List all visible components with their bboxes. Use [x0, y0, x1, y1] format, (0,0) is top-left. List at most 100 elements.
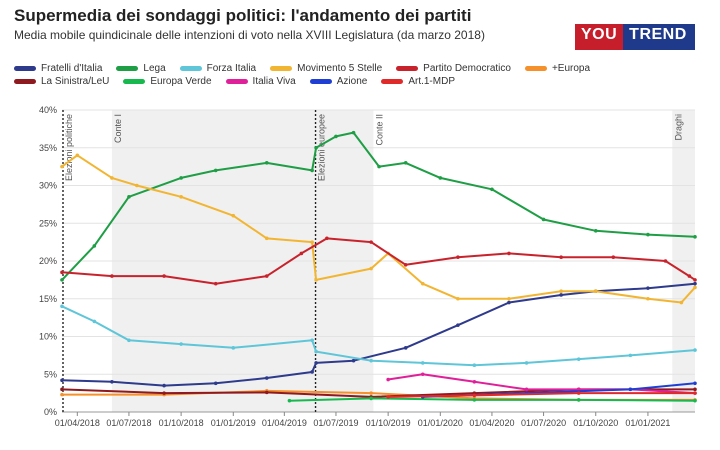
data-point-movimento-5-stelle: [231, 213, 236, 218]
legend-swatch: [14, 66, 36, 71]
x-tick-label: 01/01/2021: [625, 418, 670, 428]
data-point-movimento-5-stelle: [507, 296, 511, 301]
data-point-partito-democratico: [60, 270, 64, 275]
x-tick-label: 01/01/2020: [418, 418, 463, 428]
legend-label: Partito Democratico: [423, 63, 511, 74]
data-point-movimento-5-stelle: [60, 164, 64, 169]
legend-item-fratelli-d-italia: Fratelli d'Italia: [14, 63, 102, 74]
data-point-movimento-5-stelle: [314, 278, 318, 282]
data-point-la-sinistra-leu: [162, 391, 166, 395]
data-point-forza-italia: [693, 348, 697, 352]
data-point-forza-italia: [310, 338, 314, 343]
series-line-partito-democratico: [61, 237, 696, 285]
legend-label: Italia Viva: [252, 76, 296, 87]
data-point-azione: [628, 387, 633, 392]
data-point-fratelli-d-italia: [264, 376, 269, 380]
data-point-partito-democratico: [264, 274, 269, 278]
data-point-forza-italia: [179, 342, 183, 346]
legend-item-europa: +Europa: [524, 63, 591, 74]
data-point-partito-democratico: [369, 240, 373, 244]
data-point-lega: [351, 130, 356, 135]
data-point-italia-viva: [524, 387, 529, 392]
data-point-fratelli-d-italia: [351, 358, 356, 363]
data-point-lega: [377, 164, 381, 169]
legend-item-la-sinistra-leu: La Sinistra/LeU: [14, 76, 109, 87]
data-point-forza-italia: [92, 319, 97, 324]
data-point-partito-democratico: [403, 262, 408, 267]
legend-swatch: [396, 66, 419, 71]
x-tick-label: 01/04/2018: [55, 418, 100, 428]
data-point-italia-viva: [472, 380, 477, 384]
data-point-europa-verde: [576, 398, 581, 402]
data-point-lega: [541, 217, 546, 222]
legend-item-azione: Azione: [309, 76, 367, 87]
data-point-fratelli-d-italia: [162, 383, 166, 388]
legend-item-art-1-mdp: Art.1-MDP: [381, 76, 455, 87]
event-label-elezioni-politiche: Elezioni politiche: [64, 114, 74, 181]
legend-swatch: [270, 66, 293, 71]
series-line-art-1-mdp: [388, 392, 695, 398]
y-tick-label: 40%: [39, 105, 57, 115]
legend-swatch: [179, 66, 202, 71]
legend: Fratelli d'Italia Lega Forza Italia Movimen…: [14, 63, 704, 87]
data-point-azione: [693, 381, 697, 386]
x-tick-label: 01/07/2019: [313, 418, 358, 428]
legend-label: La Sinistra/LeU: [41, 76, 110, 87]
y-tick-label: 10%: [39, 332, 57, 342]
x-tick-label: 01/07/2018: [106, 418, 151, 428]
data-point-movimento-5-stelle: [679, 300, 684, 305]
data-point-movimento-5-stelle: [264, 236, 269, 241]
data-point-partito-democratico: [456, 255, 460, 260]
data-point-forza-italia: [314, 349, 318, 354]
legend-swatch: [14, 79, 36, 84]
x-tick-label: 01/01/2019: [211, 418, 256, 428]
data-point-fratelli-d-italia: [456, 323, 460, 327]
x-tick-label: 01/04/2020: [469, 418, 514, 428]
data-point-movimento-5-stelle: [456, 296, 460, 301]
period-label-conte-i: Conte I: [113, 114, 123, 143]
data-point-movimento-5-stelle: [559, 289, 563, 293]
data-point-forza-italia: [628, 353, 633, 358]
data-point-lega: [593, 229, 598, 233]
data-point-lega: [213, 168, 218, 173]
y-tick-label: 0%: [44, 407, 57, 417]
data-point-movimento-5-stelle: [420, 281, 425, 286]
x-tick-label: 01/10/2018: [159, 418, 204, 428]
data-point-forza-italia: [472, 363, 477, 367]
data-point-lega: [314, 145, 318, 150]
data-point-movimento-5-stelle: [135, 183, 139, 188]
data-point-europa: [60, 392, 64, 397]
chart-title: Supermedia dei sondaggi politici: l'anda…: [14, 6, 472, 25]
data-point-movimento-5-stelle: [110, 176, 114, 180]
data-point-partito-democratico: [162, 274, 166, 278]
legend-label: +Europa: [551, 63, 591, 74]
series-line-italia-viva: [387, 373, 696, 395]
data-point-europa-verde: [693, 398, 697, 403]
logo-you-text: YOU: [575, 24, 624, 50]
data-point-movimento-5-stelle: [179, 195, 183, 199]
x-tick-label: 01/10/2019: [366, 418, 411, 428]
line-chart: 0% 5% 10% 15% 20% 25% 30% 35% 40% 01/04/2018 01/07…: [39, 105, 697, 428]
legend-swatch: [309, 79, 332, 84]
data-point-art-1-mdp: [693, 391, 697, 395]
data-point-europa-verde: [287, 398, 292, 403]
legend-label: Art.1-MDP: [408, 76, 455, 87]
legend-swatch: [123, 79, 146, 84]
data-point-partito-democratico: [611, 255, 616, 260]
data-point-italia-viva: [420, 372, 425, 377]
data-point-la-sinistra-leu: [264, 390, 269, 395]
data-point-art-1-mdp: [386, 395, 390, 399]
legend-label: Lega: [143, 63, 166, 74]
data-point-movimento-5-stelle: [310, 240, 314, 244]
data-point-forza-italia: [524, 361, 529, 365]
data-point-lega: [490, 187, 494, 192]
data-point-art-1-mdp: [576, 391, 581, 395]
data-point-fratelli-d-italia: [646, 286, 650, 290]
data-point-fratelli-d-italia: [559, 293, 563, 297]
data-point-movimento-5-stelle: [593, 289, 598, 293]
y-tick-label: 30%: [39, 181, 57, 191]
data-point-partito-democratico: [693, 278, 697, 282]
data-point-partito-democratico: [299, 251, 304, 256]
y-tick-label: 20%: [39, 256, 57, 266]
data-point-italia-viva: [386, 377, 390, 382]
